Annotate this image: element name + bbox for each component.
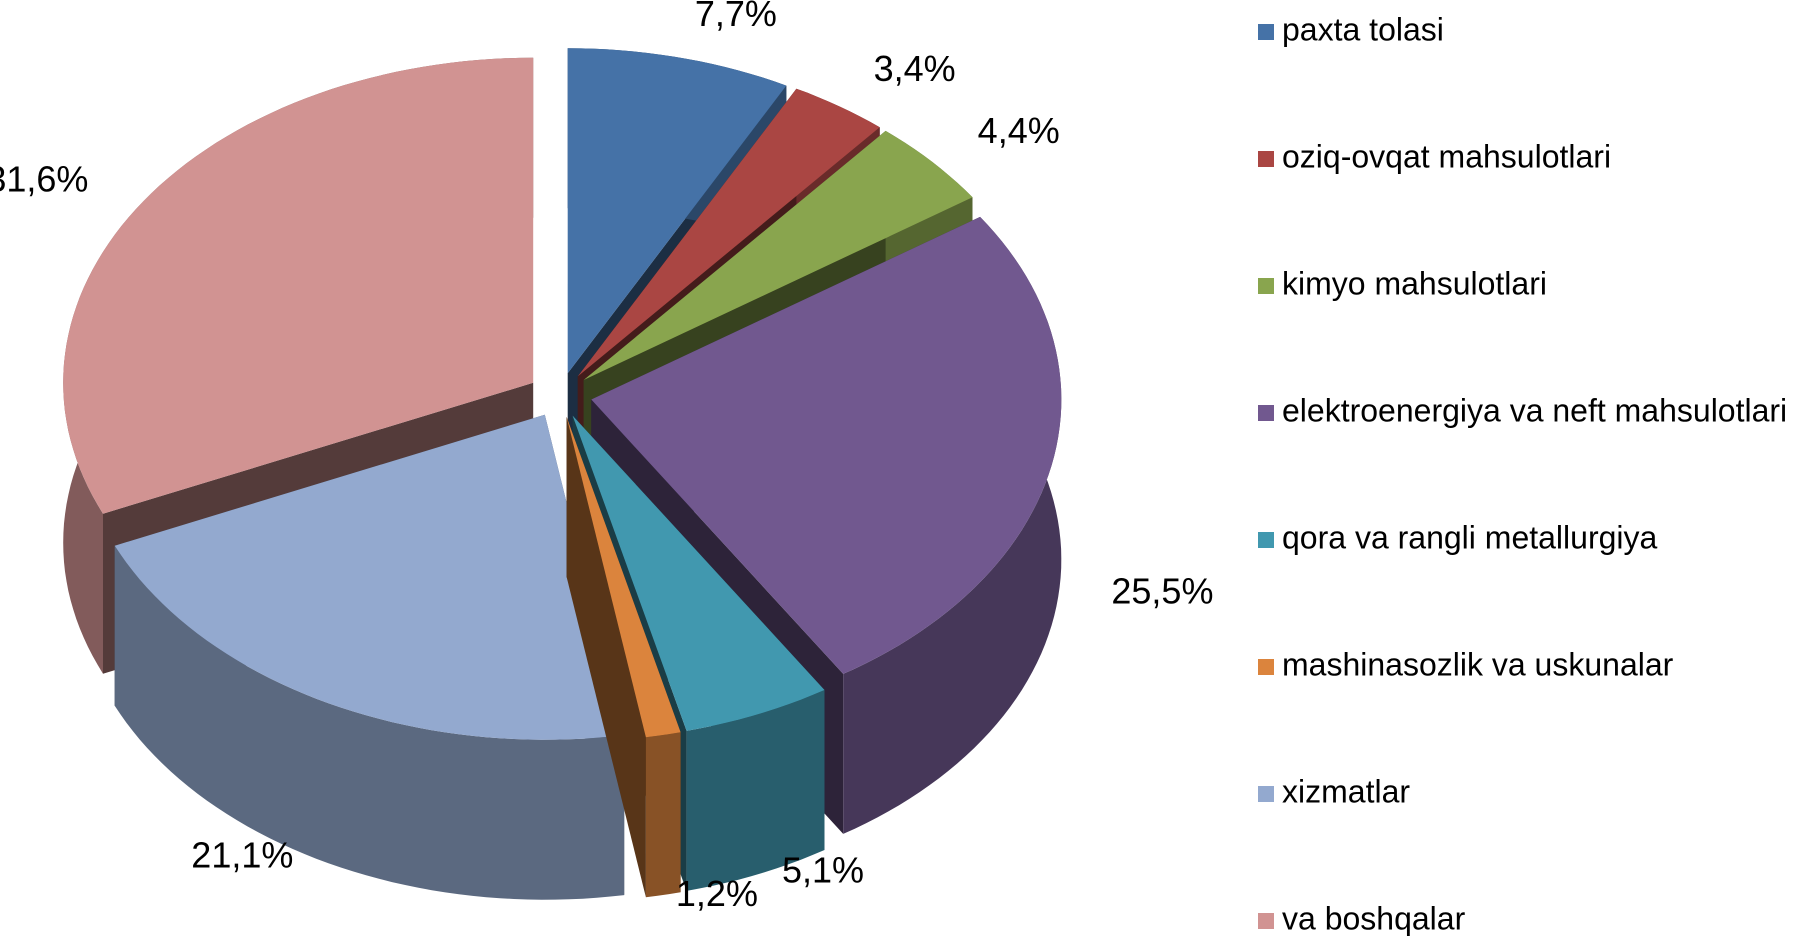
legend-label: kimyo mahsulotlari (1282, 265, 1547, 301)
data-label: 21,1% (191, 835, 293, 876)
slice-top (591, 216, 1062, 674)
slice (566, 416, 681, 898)
legend-label: oziq-ovqat mahsulotlari (1282, 138, 1611, 174)
slice-top (566, 416, 681, 738)
slice-side (566, 416, 646, 898)
legend-label: va boshqalar (1282, 900, 1466, 936)
slice (114, 414, 625, 900)
legend-label: qora va rangli metallurgiya (1282, 519, 1658, 555)
data-label: 1,2% (676, 873, 758, 914)
legend-swatch (1258, 913, 1274, 929)
data-label: 4,4% (978, 110, 1060, 151)
legend-label: xizmatlar (1282, 773, 1410, 809)
slice-top (63, 57, 534, 514)
legend-swatch (1258, 278, 1274, 294)
legend-label: paxta tolasi (1282, 11, 1444, 47)
slice-top (114, 414, 625, 740)
legend-label: elektroenergiya va neft mahsulotlari (1282, 392, 1787, 428)
slice-wall (645, 732, 681, 898)
legend-swatch (1258, 532, 1274, 548)
slice-wall (686, 690, 825, 891)
slice-top (567, 48, 787, 374)
legend-swatch (1258, 24, 1274, 40)
legend-swatch (1258, 151, 1274, 167)
legend-swatch (1258, 405, 1274, 421)
data-label: 3,4% (874, 48, 956, 89)
data-label: 7,7% (695, 0, 777, 34)
slice-top (572, 415, 825, 731)
slice-top (583, 130, 973, 380)
slice-wall (114, 545, 625, 900)
data-label: 5,1% (782, 850, 864, 891)
data-label: 25,5% (1111, 571, 1213, 612)
legend-label: mashinasozlik va uskunalar (1282, 646, 1674, 682)
legend-swatch (1258, 786, 1274, 802)
data-label: 31,6% (0, 159, 88, 200)
slice-top (577, 88, 880, 377)
legend-swatch (1258, 659, 1274, 675)
